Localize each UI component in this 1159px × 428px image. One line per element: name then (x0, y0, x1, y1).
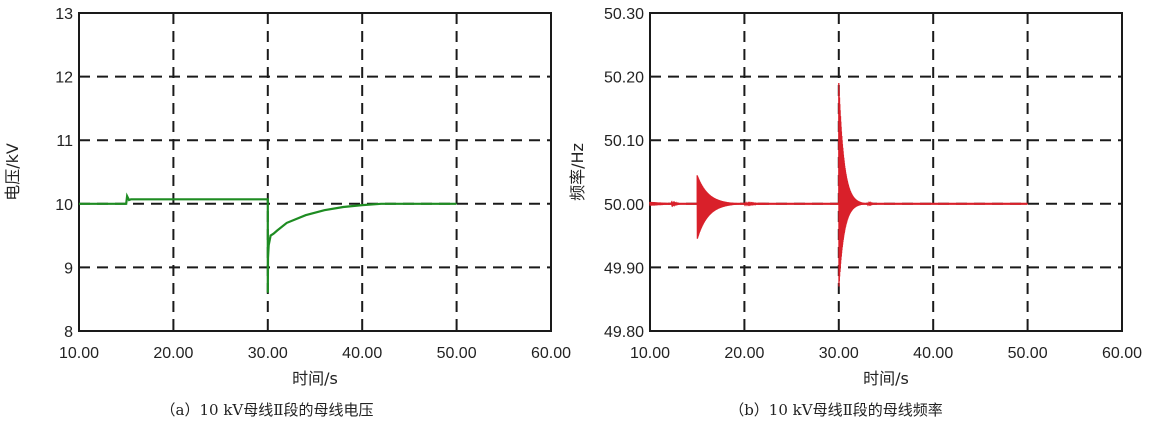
y-tick-label: 11 (56, 133, 73, 150)
y-axis-label: 电压/kV (3, 143, 22, 201)
chart-caption: （a）10 kV母线Ⅱ段的母线电压 (161, 401, 374, 419)
y-tick-label: 50.30 (604, 6, 644, 23)
y-axis-label: 频率/Hz (568, 143, 587, 201)
x-axis-label: 时间/s (292, 369, 338, 388)
plot-frame (78, 12, 552, 332)
plot-frame (649, 12, 1123, 332)
x-tick-label: 40.00 (342, 345, 382, 362)
x-tick-label: 20.00 (724, 345, 764, 362)
x-tick-label: 30.00 (248, 345, 288, 362)
y-tick-label: 10 (55, 197, 73, 214)
chart-caption: （b）10 kV母线Ⅱ段的母线频率 (729, 401, 943, 419)
voltage-line (79, 192, 457, 293)
x-tick-label: 30.00 (819, 345, 859, 362)
x-tick-label: 50.00 (1008, 345, 1048, 362)
x-tick-label: 50.00 (437, 345, 477, 362)
y-tick-label: 49.90 (604, 260, 644, 277)
y-tick-label: 13 (55, 6, 73, 23)
x-tick-label: 20.00 (153, 345, 193, 362)
x-tick-label: 40.00 (913, 345, 953, 362)
chart-panel-a: 10.00 20.00 30.00 40.00 50.00 60.00 8 9 10 11 12 13… (3, 6, 571, 419)
y-tick-label: 50.10 (604, 133, 644, 150)
x-axis-label: 时间/s (863, 369, 909, 388)
y-tick-label: 49.80 (604, 324, 644, 341)
y-tick-label: 50.20 (604, 70, 644, 87)
y-tick-label: 9 (64, 260, 73, 277)
x-tick-label: 10.00 (630, 345, 670, 362)
x-tick-label: 10.00 (59, 345, 99, 362)
x-tick-label: 60.00 (1102, 345, 1142, 362)
y-tick-label: 50.00 (604, 197, 644, 214)
y-tick-label: 8 (64, 324, 73, 341)
frequency-oscillation-2 (838, 82, 874, 287)
x-tick-label: 60.00 (531, 345, 571, 362)
frequency-oscillation-1 (696, 175, 769, 239)
frequency-ripple (649, 200, 681, 208)
chart-panel-b: 10.00 20.00 30.00 40.00 50.00 60.00 49.80 49.90… (568, 6, 1142, 419)
y-tick-label: 12 (55, 70, 73, 87)
